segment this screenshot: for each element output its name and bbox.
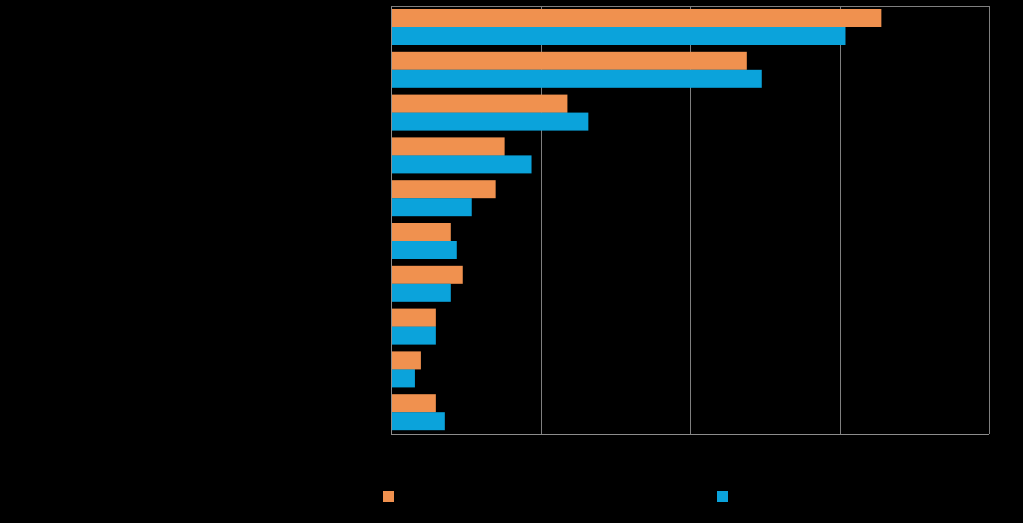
bar-series-b-9 [391,369,415,388]
bar-series-b-7 [391,283,451,302]
bar-series-a-1 [391,9,882,27]
bar-series-b-1 [391,27,846,45]
bar-series-b-8 [391,326,436,345]
bar-series-a-2 [391,51,747,70]
bar-series-b-10 [391,412,445,431]
bar-series-a-10 [391,394,436,413]
bar-series-a-7 [391,265,463,284]
bar-series-a-3 [391,94,568,113]
legend-swatch-series-b [717,491,728,502]
bar-series-b-6 [391,241,457,259]
bar-series-a-6 [391,223,451,241]
bar-series-a-9 [391,351,421,370]
axes [391,6,989,435]
bar-series-b-3 [391,112,589,131]
bar-series-b-2 [391,69,762,88]
bars [391,9,882,431]
bar-series-a-8 [391,308,436,327]
bar-series-b-4 [391,155,532,174]
bar-series-a-4 [391,137,505,156]
bar-series-a-5 [391,180,496,199]
legend-swatch-series-a [383,491,394,502]
bar-series-b-5 [391,198,472,217]
